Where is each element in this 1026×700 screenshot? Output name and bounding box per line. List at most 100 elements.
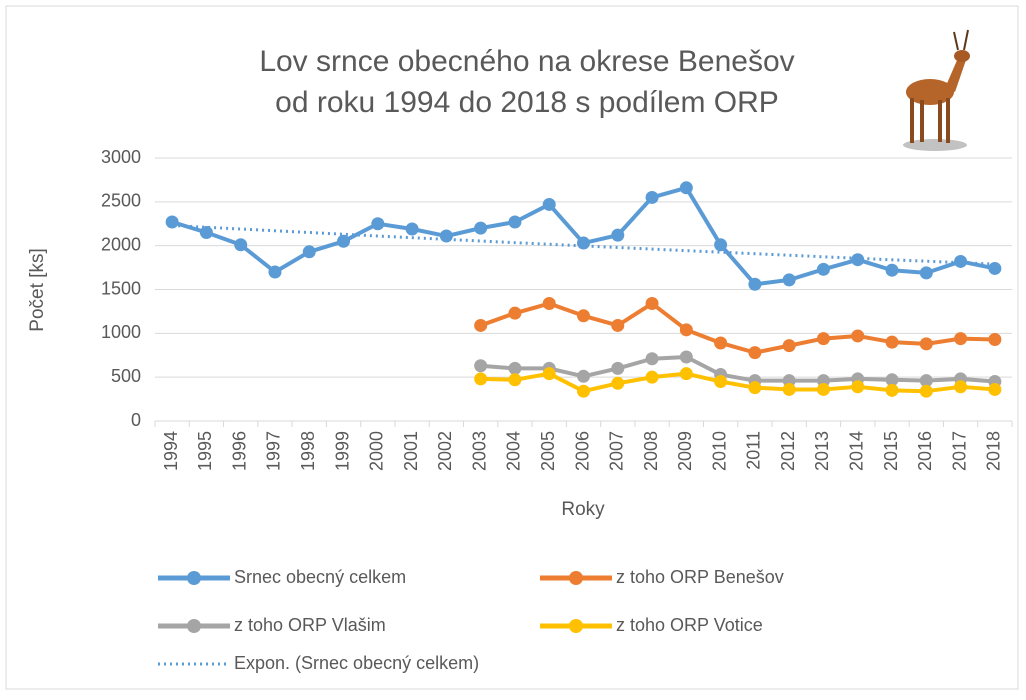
data-point	[577, 309, 590, 322]
y-tick-label: 3000	[101, 147, 141, 167]
data-point	[474, 372, 487, 385]
y-axis-title: Počet [ks]	[27, 248, 48, 331]
data-point	[714, 238, 727, 251]
data-point	[646, 297, 659, 310]
data-point	[748, 278, 761, 291]
x-tick-label: 2007	[607, 431, 627, 471]
data-point	[954, 380, 967, 393]
data-point	[886, 384, 899, 397]
x-axis-title: Roky	[561, 499, 605, 520]
x-tick-label: 2004	[504, 431, 524, 471]
chart: Lov srnce obecného na okrese Benešov od …	[0, 0, 1026, 695]
data-point	[303, 245, 316, 258]
data-point	[543, 198, 556, 211]
chart-subtitle: od roku 1994 do 2018 s podílem ORP	[275, 86, 779, 119]
x-tick-label: 2016	[915, 431, 935, 471]
legend-label: Srnec obecný celkem	[234, 567, 406, 587]
data-point	[611, 377, 624, 390]
x-tick-label: 2006	[572, 431, 592, 471]
x-tick-label: 1994	[161, 431, 181, 471]
x-tick-label: 2008	[641, 431, 661, 471]
x-tick-label: 2009	[675, 431, 695, 471]
y-tick-label: 2000	[101, 234, 141, 254]
data-point	[920, 385, 933, 398]
x-tick-label: 1998	[298, 431, 318, 471]
data-point	[817, 332, 830, 345]
y-tick-label: 2500	[101, 191, 141, 211]
data-point	[783, 273, 796, 286]
data-point	[646, 371, 659, 384]
data-point	[714, 375, 727, 388]
data-point	[680, 351, 693, 364]
data-point	[611, 229, 624, 242]
x-tick-label: 2005	[538, 431, 558, 471]
data-point	[474, 222, 487, 235]
x-tick-label: 2018	[984, 431, 1004, 471]
data-point	[371, 217, 384, 230]
data-point	[920, 337, 933, 350]
x-tick-label: 1996	[229, 431, 249, 471]
y-tick-label: 1500	[101, 278, 141, 298]
data-point	[508, 307, 521, 320]
x-tick-label: 2013	[812, 431, 832, 471]
x-tick-label: 2012	[778, 431, 798, 471]
data-point	[234, 238, 247, 251]
data-point	[680, 367, 693, 380]
data-point	[508, 215, 521, 228]
data-point	[954, 332, 967, 345]
data-point	[680, 323, 693, 336]
data-point	[200, 226, 213, 239]
data-point	[851, 380, 864, 393]
legend-marker	[187, 571, 201, 585]
x-tick-label: 1997	[264, 431, 284, 471]
legend-marker	[569, 571, 583, 585]
x-tick-label: 2003	[469, 431, 489, 471]
data-point	[474, 359, 487, 372]
data-point	[886, 264, 899, 277]
data-point	[988, 383, 1001, 396]
data-point	[748, 381, 761, 394]
data-point	[543, 297, 556, 310]
x-tick-label: 2002	[435, 431, 455, 471]
y-tick-label: 0	[131, 410, 141, 430]
data-point	[748, 346, 761, 359]
data-point	[920, 266, 933, 279]
legend-label: z toho ORP Benešov	[616, 567, 784, 587]
x-tick-label: 1999	[332, 431, 352, 471]
y-tick-label: 500	[111, 366, 141, 386]
x-tick-label: 2010	[709, 431, 729, 471]
data-point	[474, 319, 487, 332]
data-point	[646, 352, 659, 365]
data-point	[577, 237, 590, 250]
data-point	[543, 367, 556, 380]
x-tick-label: 2015	[881, 431, 901, 471]
legend-marker	[187, 619, 201, 633]
x-tick-label: 2001	[401, 431, 421, 471]
data-point	[268, 265, 281, 278]
legend-label: Expon. (Srnec obecný celkem)	[234, 653, 479, 673]
data-point	[508, 362, 521, 375]
y-tick-label: 1000	[101, 322, 141, 342]
data-point	[577, 370, 590, 383]
data-point	[886, 336, 899, 349]
x-tick-label: 2000	[367, 431, 387, 471]
x-tick-label: 1995	[195, 431, 215, 471]
x-tick-label: 2017	[949, 431, 969, 471]
legend-label: z toho ORP Vlašim	[234, 615, 386, 635]
data-point	[680, 181, 693, 194]
data-point	[714, 336, 727, 349]
data-point	[577, 385, 590, 398]
legend-label: z toho ORP Votice	[616, 615, 763, 635]
chart-title: Lov srnce obecného na okrese Benešov	[259, 45, 794, 78]
data-point	[611, 319, 624, 332]
data-point	[508, 373, 521, 386]
data-point	[611, 362, 624, 375]
data-point	[783, 339, 796, 352]
data-point	[337, 235, 350, 248]
x-tick-label: 2014	[846, 431, 866, 471]
data-point	[646, 191, 659, 204]
x-tick-label: 2011	[744, 431, 764, 470]
data-point	[851, 329, 864, 342]
data-point	[988, 333, 1001, 346]
data-point	[817, 263, 830, 276]
